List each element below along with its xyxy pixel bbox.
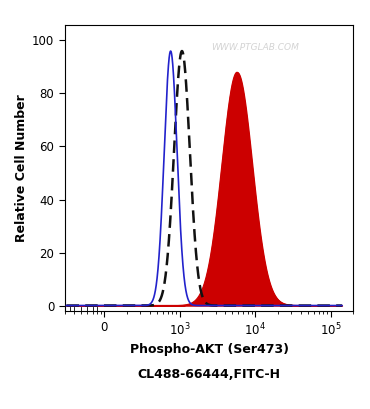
- Y-axis label: Relative Cell Number: Relative Cell Number: [15, 94, 28, 242]
- Text: CL488-66444,FITC-H: CL488-66444,FITC-H: [138, 368, 280, 381]
- X-axis label: Phospho-AKT (Ser473): Phospho-AKT (Ser473): [130, 344, 289, 356]
- Text: WWW.PTGLAB.COM: WWW.PTGLAB.COM: [211, 43, 299, 52]
